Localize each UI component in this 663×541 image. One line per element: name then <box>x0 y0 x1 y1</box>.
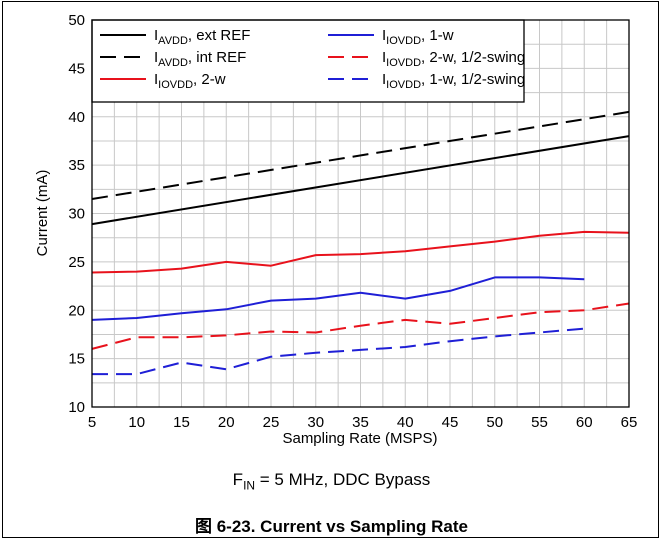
y-tick-label: 40 <box>68 109 85 126</box>
y-tick-label: 20 <box>68 302 85 319</box>
y-axis-label: Current (mA) <box>34 170 51 257</box>
caption-rest: = 5 MHz, DDC Bypass <box>255 470 431 489</box>
x-tick-label: 10 <box>128 414 145 431</box>
x-tick-label: 35 <box>352 414 369 431</box>
series-line <box>91 135 630 226</box>
x-tick-label: 55 <box>531 414 548 431</box>
y-tick-label: 45 <box>68 60 85 77</box>
x-tick-label: 60 <box>576 414 593 431</box>
y-tick-label: 15 <box>68 351 85 368</box>
x-tick-label: 15 <box>173 414 190 431</box>
x-axis-label: Sampling Rate (MSPS) <box>282 430 437 447</box>
series-lines <box>91 110 630 376</box>
legend-label: IAVDD, ext REF <box>154 27 250 47</box>
legend-label: IAVDD, int REF <box>154 49 246 69</box>
caption: FIN = 5 MHz, DDC Bypass <box>0 470 663 492</box>
series-line <box>91 230 630 274</box>
legend-label: IIOVDD, 2-w <box>154 71 226 91</box>
series-line <box>91 110 630 200</box>
x-tick-label: 40 <box>397 414 414 431</box>
x-tick-label: 20 <box>218 414 235 431</box>
series-line <box>91 276 585 321</box>
caption-main: F <box>232 470 244 489</box>
x-tick-label: 5 <box>88 414 96 431</box>
figure-title: 图 6-23. Current vs Sampling Rate <box>194 517 469 536</box>
plot-border <box>91 19 630 408</box>
y-tick-label: 30 <box>68 206 85 223</box>
y-tick-label: 10 <box>68 399 85 416</box>
x-tick-label: 50 <box>486 414 503 431</box>
y-tick-label: 25 <box>68 254 85 271</box>
legend-box <box>91 19 525 103</box>
x-tick-label: 30 <box>307 414 324 431</box>
y-tick-label: 50 <box>68 12 85 29</box>
x-tick-label: 65 <box>621 414 638 431</box>
y-tick-label: 35 <box>68 157 85 174</box>
x-tick-label: 25 <box>263 414 280 431</box>
x-tick-labels: 5 10 15 20 25 30 35 40 45 50 55 60 65 <box>88 414 638 431</box>
legend-label: IIOVDD, 2-w, 1/2-swing <box>382 49 525 69</box>
series-line <box>92 327 585 376</box>
legend-label: IIOVDD, 1-w, 1/2-swing <box>382 71 525 91</box>
x-tick-label: 45 <box>442 414 459 431</box>
series-line <box>91 302 630 350</box>
y-tick-labels: 10 15 20 25 30 35 40 45 50 <box>68 12 85 416</box>
caption-sub: IN <box>243 478 256 493</box>
legend-label: IIOVDD, 1-w <box>382 27 454 47</box>
